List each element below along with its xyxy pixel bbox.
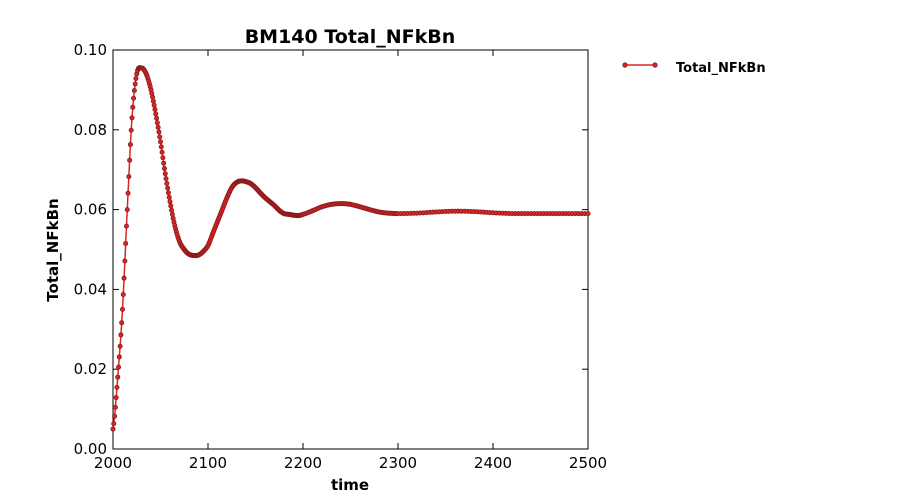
data-point (112, 413, 118, 419)
x-tick-label: 2400 (474, 454, 512, 472)
data-point (151, 102, 157, 108)
data-point (111, 421, 117, 427)
data-point (153, 111, 159, 117)
x-tick-label: 2000 (94, 454, 132, 472)
data-point (131, 95, 137, 101)
data-point (164, 180, 170, 186)
data-point (154, 115, 160, 121)
data-point (165, 190, 171, 196)
data-point (157, 134, 163, 140)
y-tick-label: 0.04 (74, 280, 107, 298)
data-point (113, 395, 119, 401)
data-point (128, 127, 134, 133)
data-point (133, 76, 139, 82)
data-point (158, 144, 164, 150)
data-point (120, 306, 126, 312)
data-point (166, 194, 172, 200)
data-point (169, 211, 175, 217)
data-point (163, 176, 169, 182)
plot-area (112, 49, 589, 450)
data-point (120, 291, 126, 297)
data-point (124, 207, 130, 213)
data-point (123, 240, 129, 246)
data-point (116, 364, 122, 370)
data-point (116, 354, 122, 360)
y-axis-label: Total_NFkBn (44, 198, 62, 301)
y-tick-label: 0.10 (74, 41, 107, 59)
data-point (150, 94, 156, 100)
data-point (585, 211, 591, 217)
data-point (130, 104, 136, 110)
data-point (161, 166, 167, 172)
y-tick-label: 0.00 (74, 440, 107, 458)
data-point (127, 142, 133, 148)
data-point (169, 207, 175, 213)
data-point (132, 81, 138, 87)
data-point (119, 320, 125, 326)
data-point (161, 160, 167, 166)
legend-label: Total_NFkBn (676, 61, 766, 76)
legend-marker (652, 62, 658, 68)
y-tick-label: 0.02 (74, 360, 107, 378)
x-tick-label: 2300 (379, 454, 417, 472)
data-point (159, 149, 165, 155)
y-axis: 0.00 0.02 0.04 0.06 0.08 0.10 (74, 41, 588, 458)
data-point (121, 275, 127, 281)
data-point (110, 426, 116, 432)
data-point (129, 115, 135, 121)
data-point (156, 129, 162, 135)
x-axis: 2000 2100 2200 2300 2400 2500 (94, 50, 607, 472)
chart-title: BM140 Total_NFkBn (245, 26, 456, 48)
legend-marker (622, 62, 628, 68)
data-point (168, 203, 174, 209)
data-point (155, 124, 161, 130)
series-layer (110, 65, 591, 432)
data-point (165, 185, 171, 191)
data-point (123, 223, 129, 229)
data-point (150, 98, 156, 104)
data-point (131, 88, 137, 94)
data-point (126, 174, 132, 180)
data-point (160, 155, 166, 161)
data-point (115, 374, 121, 380)
data-point (114, 384, 120, 390)
y-tick-label: 0.06 (74, 201, 107, 219)
data-point (117, 343, 123, 349)
x-tick-label: 2500 (569, 454, 607, 472)
data-point (157, 139, 163, 145)
data-point (162, 171, 168, 177)
data-point (112, 404, 118, 410)
x-tick-label: 2200 (284, 454, 322, 472)
x-tick-label: 2100 (189, 454, 227, 472)
data-point (127, 157, 133, 163)
legend: Total_NFkBn (622, 61, 766, 76)
x-axis-label: time (331, 476, 369, 494)
data-point (154, 120, 160, 126)
data-point (118, 332, 124, 338)
data-point (125, 190, 131, 196)
data-point (122, 258, 128, 264)
data-point (167, 199, 173, 205)
y-tick-label: 0.08 (74, 121, 107, 139)
data-point (152, 107, 158, 113)
